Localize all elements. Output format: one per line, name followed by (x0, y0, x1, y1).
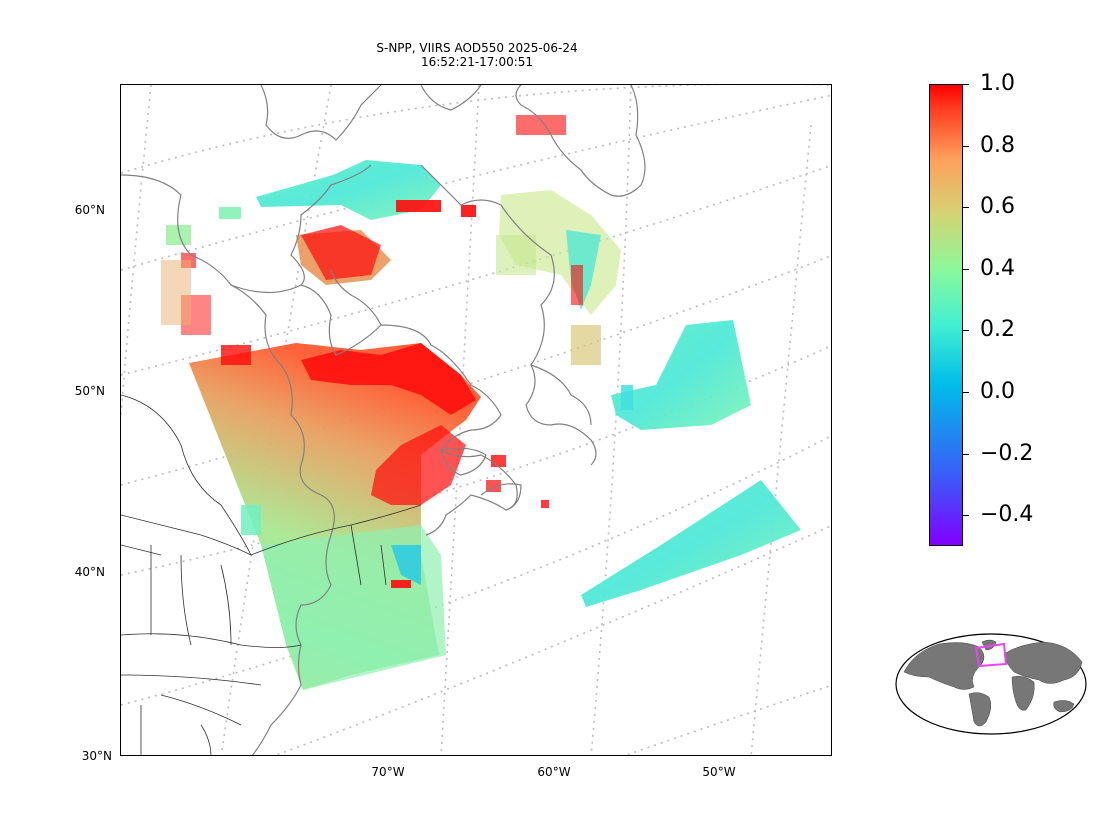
aod-swath-north (256, 160, 441, 220)
lon-label-60: 60°W (537, 765, 571, 779)
colorbar-tick (963, 515, 969, 517)
map-canvas (121, 85, 831, 755)
lon-label-50: 50°W (702, 765, 736, 779)
colorbar-tick (963, 453, 969, 455)
globe-land (903, 639, 1083, 727)
colorbar (929, 84, 963, 546)
aod-atlantic-north (611, 320, 751, 430)
colorbar-tick-label: −0.4 (980, 502, 1034, 528)
coastlines (121, 85, 646, 755)
colorbar-tick (963, 268, 969, 270)
colorbar-tick (963, 145, 969, 147)
colorbar-tick-label: 0.0 (980, 379, 1015, 404)
colorbar-tick-label: 0.8 (980, 132, 1015, 158)
colorbar-tick-label: 0.6 (980, 194, 1015, 220)
political-borders (121, 394, 422, 755)
globe-inset (895, 633, 1087, 735)
colorbar-tick-label: −0.2 (980, 440, 1034, 466)
colorbar-tick (963, 330, 969, 332)
scattered-retrievals (161, 207, 633, 535)
map-title: S-NPP, VIIRS AOD550 2025-06-24 16:52:21-… (280, 41, 674, 69)
lat-label-60: 60°N (74, 203, 105, 217)
lat-label-50: 50°N (74, 384, 105, 398)
title-line-1: S-NPP, VIIRS AOD550 2025-06-24 (376, 41, 578, 55)
inset-domain-box (974, 642, 1008, 668)
colorbar-tick-label: 0.4 (980, 255, 1015, 281)
lat-label-30: 30°N (81, 749, 112, 763)
colorbar-tick (963, 207, 969, 209)
colorbar-tick-label: 0.2 (980, 317, 1015, 343)
lon-label-70: 70°W (371, 765, 405, 779)
colorbar-tick (963, 84, 969, 85)
high-aod-clusters (181, 115, 583, 588)
colorbar-tick-label: 1.0 (980, 71, 1015, 96)
colorbar-tick (963, 392, 969, 393)
lat-label-40: 40°N (74, 565, 105, 579)
colorbar-gradient (930, 85, 962, 545)
aod-atlantic-south (581, 480, 801, 607)
title-line-2: 16:52:21-17:00:51 (420, 55, 534, 69)
map-panel (120, 84, 832, 756)
aod-low-patch (391, 545, 421, 585)
